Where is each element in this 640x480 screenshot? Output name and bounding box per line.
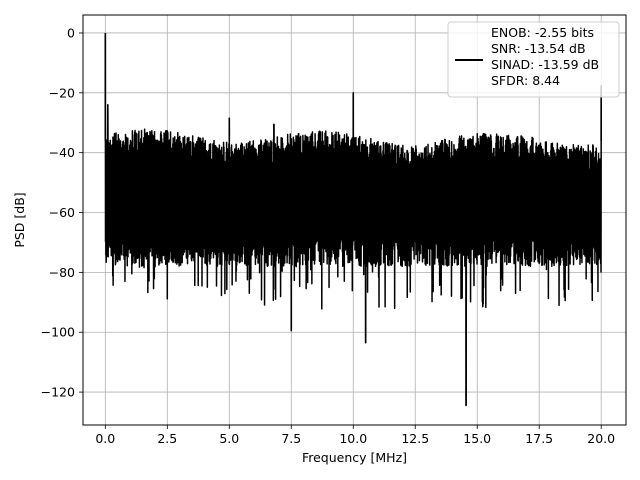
legend-sinad: SINAD: -13.59 dB <box>491 57 599 72</box>
legend-enob: ENOB: -2.55 bits <box>491 25 594 40</box>
x-tick-label: 17.5 <box>525 431 553 446</box>
x-tick-label: 7.5 <box>281 431 301 446</box>
x-tick-label: 12.5 <box>401 431 429 446</box>
x-axis-ticks: 0.0 2.5 5.0 7.5 10.0 12.5 15.0 17.5 20.0 <box>95 425 615 446</box>
x-tick-label: 5.0 <box>219 431 239 446</box>
x-tick-label: 10.0 <box>339 431 367 446</box>
x-axis-label: Frequency [MHz] <box>302 450 407 465</box>
y-tick-label: 0 <box>67 25 75 40</box>
legend-sfdr: SFDR: 8.44 <box>491 73 560 88</box>
x-tick-label: 2.5 <box>157 431 177 446</box>
plot-frame <box>82 14 627 426</box>
y-tick-label: −120 <box>41 385 75 400</box>
psd-line <box>104 32 602 407</box>
x-tick-label: 0.0 <box>95 431 115 446</box>
y-tick-label: −100 <box>41 325 75 340</box>
y-tick-label: −60 <box>49 205 75 220</box>
x-tick-label: 15.0 <box>463 431 491 446</box>
y-tick-label: −20 <box>49 85 75 100</box>
legend-box <box>447 21 620 98</box>
y-tick-label: −40 <box>49 145 75 160</box>
y-axis-label: PSD [dB] <box>12 192 27 247</box>
legend-snr: SNR: -13.54 dB <box>491 41 586 56</box>
x-tick-label: 20.0 <box>587 431 615 446</box>
legend: ENOB: -2.55 bits SNR: -13.54 dB SINAD: -… <box>447 21 620 98</box>
y-axis-ticks: 0 −20 −40 −60 −80 −100 −120 <box>41 25 83 400</box>
y-tick-label: −80 <box>49 265 75 280</box>
psd-series <box>104 32 603 407</box>
